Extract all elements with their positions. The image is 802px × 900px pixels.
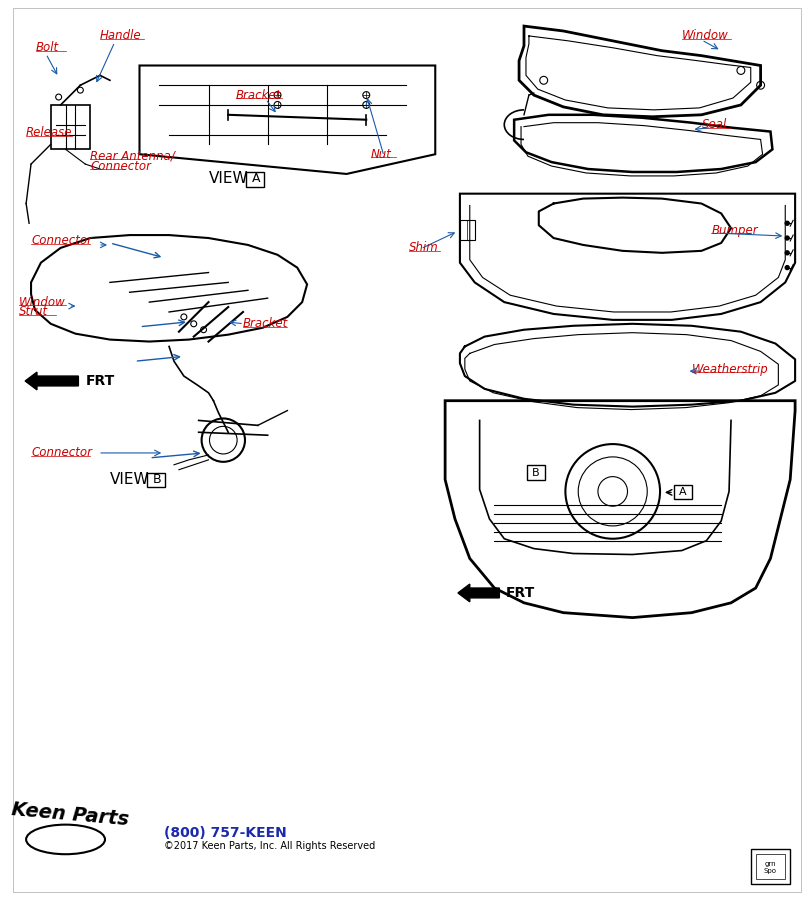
FancyArrow shape <box>25 372 79 390</box>
Text: VIEW: VIEW <box>110 472 149 487</box>
Text: B: B <box>532 468 539 478</box>
Bar <box>750 850 789 884</box>
FancyArrow shape <box>457 584 499 602</box>
Circle shape <box>784 266 788 270</box>
Text: Handle: Handle <box>100 30 141 42</box>
Text: Connector: Connector <box>90 159 151 173</box>
Text: Bumper: Bumper <box>711 223 757 237</box>
Text: FRT: FRT <box>85 374 115 388</box>
Text: Connector: Connector <box>31 446 92 460</box>
Text: Bolt: Bolt <box>36 41 59 54</box>
Circle shape <box>784 221 788 225</box>
Bar <box>148 472 165 488</box>
Text: Release: Release <box>26 126 72 139</box>
Text: A: A <box>251 173 260 185</box>
Text: (800) 757-KEEN: (800) 757-KEEN <box>164 825 286 840</box>
Text: ©2017 Keen Parts, Inc. All Rights Reserved: ©2017 Keen Parts, Inc. All Rights Reserv… <box>164 842 375 851</box>
Bar <box>526 464 544 480</box>
Bar <box>673 484 691 500</box>
Text: Nut: Nut <box>371 148 391 161</box>
Text: B: B <box>152 473 161 486</box>
Bar <box>245 172 263 187</box>
Text: Connector: Connector <box>31 235 92 248</box>
Circle shape <box>784 251 788 255</box>
Text: A: A <box>678 488 686 498</box>
Text: Window: Window <box>19 295 66 309</box>
Circle shape <box>784 236 788 240</box>
Bar <box>755 854 784 879</box>
Text: VIEW: VIEW <box>209 171 248 186</box>
Text: Bracket: Bracket <box>236 88 281 102</box>
Text: Rear Antenna/: Rear Antenna/ <box>90 149 175 163</box>
Text: Seal: Seal <box>701 118 726 131</box>
Text: Keen Parts: Keen Parts <box>11 800 130 830</box>
Text: grn
Spo: grn Spo <box>763 860 776 874</box>
Text: FRT: FRT <box>505 586 535 600</box>
Text: Weatherstrip: Weatherstrip <box>691 363 768 375</box>
Text: Window: Window <box>681 30 727 42</box>
Bar <box>460 220 474 240</box>
Text: Shim: Shim <box>408 241 438 255</box>
Text: Bracket: Bracket <box>243 318 288 330</box>
Text: Strut: Strut <box>19 305 48 319</box>
